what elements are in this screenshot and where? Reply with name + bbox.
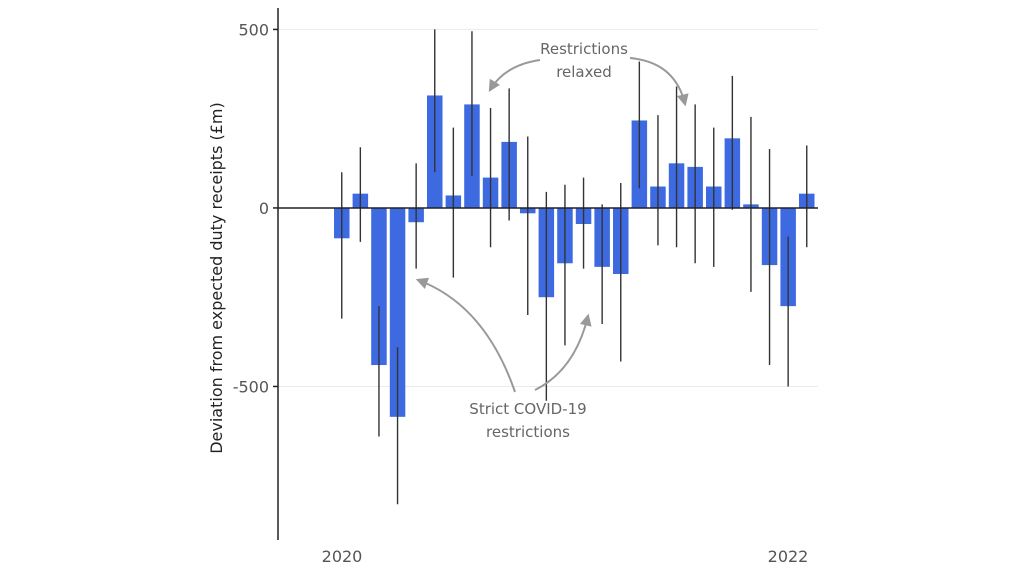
y-tick-label: 500 <box>238 20 269 39</box>
annotation-relaxed-line1: Restrictions <box>540 40 628 58</box>
bar <box>371 207 387 366</box>
bars-group <box>334 95 815 417</box>
y-axis-title: Deviation from expected duty receipts (£… <box>207 102 226 454</box>
bar <box>389 207 406 417</box>
error-bars-group <box>341 29 808 505</box>
y-tick-label: 0 <box>259 199 269 218</box>
annotation-arrow-strict-left <box>415 277 516 393</box>
y-ticks-group: 500 0 -500 <box>233 20 278 396</box>
annotation-arrow-strict-right <box>534 313 592 391</box>
annotation-relaxed-line2: relaxed <box>556 63 612 81</box>
annotation-strict-line2: restrictions <box>486 423 570 441</box>
annotation-relaxed: Restrictions relaxed <box>488 40 689 107</box>
x-tick-label: 2022 <box>768 547 809 563</box>
annotation-strict: Strict COVID-19 restrictions <box>415 277 592 441</box>
annotation-arrow-relaxed-right <box>629 57 689 107</box>
gridlines <box>278 28 818 387</box>
x-ticks-group: 2020 2022 <box>322 547 809 563</box>
annotation-arrow-relaxed-left <box>488 59 541 93</box>
annotation-strict-line1: Strict COVID-19 <box>469 400 586 418</box>
y-tick-label: -500 <box>233 377 269 396</box>
x-tick-label: 2020 <box>322 547 363 563</box>
